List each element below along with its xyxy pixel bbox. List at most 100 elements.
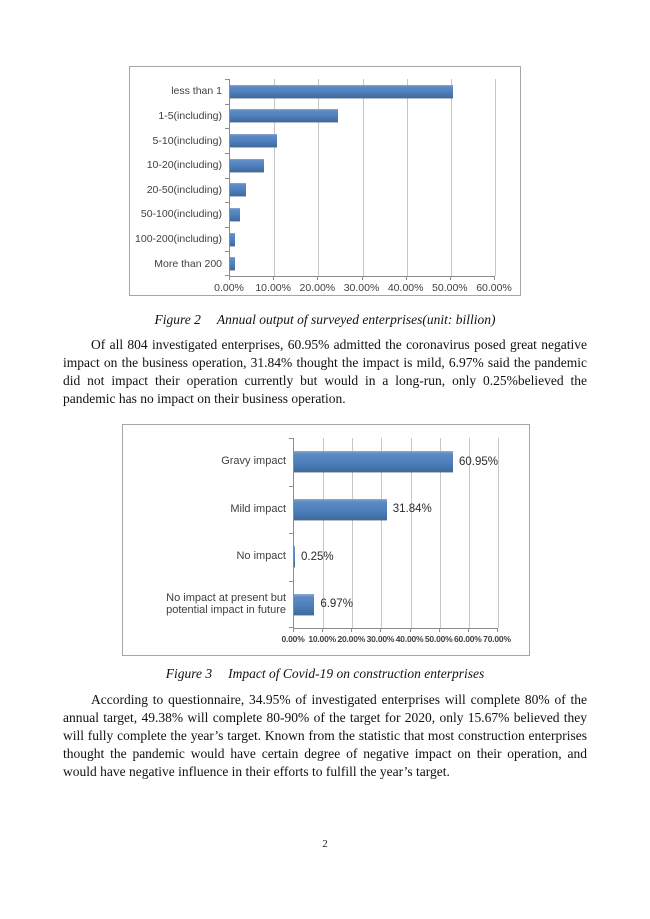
x-tick-label: 10.00% xyxy=(255,282,291,294)
category-tick xyxy=(225,177,229,179)
figure2-caption-text: Annual output of surveyed enterprises(un… xyxy=(216,312,496,327)
category-label: 100-200(including) xyxy=(135,233,222,246)
figure3-bar-chart: Gravy impact Mild impact No impact No impac… xyxy=(122,424,530,656)
x-tick-mark xyxy=(361,277,363,280)
bar-row xyxy=(230,128,495,153)
gridline xyxy=(468,438,470,628)
category-label: 50-100(including) xyxy=(140,208,222,221)
x-tick-mark xyxy=(380,629,382,632)
x-tick-label: 30.00% xyxy=(343,282,380,294)
bar-row: 0.25% xyxy=(294,533,498,581)
x-tick-mark xyxy=(494,277,495,280)
gridline xyxy=(352,438,354,628)
bar-row xyxy=(230,178,495,203)
category-tick xyxy=(289,580,293,582)
x-tick-label: 10.00% xyxy=(308,634,336,644)
bar xyxy=(294,546,295,568)
bar xyxy=(230,84,454,98)
x-tick-label: 20.00% xyxy=(337,634,366,644)
category-tick xyxy=(289,438,293,439)
category-axis: Gravy impact Mild impact No impact No impac… xyxy=(123,438,293,628)
bar-row xyxy=(230,79,495,104)
paragraph-impact-overview: Of all 804 investigated enterprises, 60.… xyxy=(63,337,587,406)
gridline xyxy=(450,79,452,276)
bar-row: 60.95% xyxy=(294,438,498,486)
value-label: 31.84% xyxy=(392,503,432,516)
bar xyxy=(294,593,315,615)
gridline xyxy=(498,438,499,628)
category-tick xyxy=(289,533,293,534)
x-tick-mark xyxy=(351,629,353,632)
figure3-caption-label: Figure 3 xyxy=(165,666,213,681)
category-label: 20-50(including) xyxy=(146,183,222,196)
bar xyxy=(294,451,453,473)
x-tick-label: 70.00% xyxy=(483,634,511,644)
category-label: 10-20(including) xyxy=(146,159,222,172)
bar xyxy=(230,183,247,197)
x-tick-label: 60.00% xyxy=(476,282,512,294)
bar-row xyxy=(230,104,495,129)
x-tick-mark xyxy=(317,277,319,280)
category-tick xyxy=(289,485,293,487)
x-tick-label: 40.00% xyxy=(387,282,424,294)
figure2-caption: Figure 2 Annual output of surveyed enterp… xyxy=(0,312,650,328)
x-tick-mark xyxy=(449,277,451,280)
figure3-caption: Figure 3 Impact of Covid-19 on constructi… xyxy=(0,666,650,682)
chart-body: Gravy impact Mild impact No impact No impac… xyxy=(123,425,529,629)
bar xyxy=(230,257,236,271)
gridline xyxy=(323,438,325,628)
bar xyxy=(230,109,339,123)
x-tick-label: 40.00% xyxy=(395,634,424,644)
bar-row xyxy=(230,202,495,227)
x-tick-mark xyxy=(322,629,324,632)
x-axis-ticks: 0.00% 10.00% 20.00% 30.00% 40.00% 50.00% 60.00… xyxy=(281,629,511,651)
bar-row xyxy=(230,251,495,276)
category-label: No impact xyxy=(236,550,286,563)
x-tick-mark xyxy=(273,277,275,280)
x-tick-label: 0.00% xyxy=(281,634,305,644)
x-tick-mark xyxy=(293,629,294,632)
category-tick xyxy=(225,103,229,105)
x-tick-mark xyxy=(409,629,411,632)
gridline xyxy=(439,438,441,628)
category-tick xyxy=(289,627,293,628)
bar xyxy=(230,158,264,172)
category-tick xyxy=(225,152,229,154)
bar xyxy=(230,134,277,148)
bar xyxy=(230,232,236,246)
bar-row xyxy=(230,227,495,252)
chart-body: less than 1 1-5(including) 5-10(including)… xyxy=(130,67,520,277)
x-axis: 0.00% 10.00% 20.00% 30.00% 40.00% 50.00% 60.00… xyxy=(130,277,520,299)
bar xyxy=(230,207,240,221)
gridline xyxy=(362,79,364,276)
category-label: More than 200 xyxy=(154,257,222,270)
paragraph-target-completion: According to questionnaire, 34.95% of in… xyxy=(63,692,587,779)
value-label: 60.95% xyxy=(458,455,498,468)
x-axis-spacer xyxy=(123,629,293,651)
x-tick-mark xyxy=(229,277,230,280)
category-tick xyxy=(225,128,229,130)
x-tick-label: 50.00% xyxy=(424,634,453,644)
bar-row: 6.97% xyxy=(294,581,498,629)
category-label: Gravy impact xyxy=(221,455,286,468)
gridline xyxy=(318,79,320,276)
figure3-caption-text: Impact of Covid-19 on construction enter… xyxy=(228,666,485,681)
gridline xyxy=(274,79,276,276)
x-tick-label: 60.00% xyxy=(454,634,482,644)
x-tick-mark xyxy=(467,629,469,632)
x-tick-label: 50.00% xyxy=(432,282,468,294)
x-axis-ticks: 0.00% 10.00% 20.00% 30.00% 40.00% 50.00% 60.00… xyxy=(214,277,512,299)
category-label: No impact at present but potential impac… xyxy=(166,591,286,617)
plot-area: 60.95% 31.84% 0.25% 6.97% xyxy=(289,438,499,629)
category-label: 5-10(including) xyxy=(152,134,222,147)
page-number: 2 xyxy=(322,838,328,850)
figure2-caption-label: Figure 2 xyxy=(154,312,201,327)
category-label: less than 1 xyxy=(171,85,222,98)
category-tick xyxy=(225,275,229,276)
plot-area xyxy=(225,79,496,277)
x-axis: 0.00% 10.00% 20.00% 30.00% 40.00% 50.00% 60.00… xyxy=(123,629,529,651)
gridline xyxy=(495,79,496,276)
bar xyxy=(294,498,387,520)
category-label: Mild impact xyxy=(230,502,286,515)
